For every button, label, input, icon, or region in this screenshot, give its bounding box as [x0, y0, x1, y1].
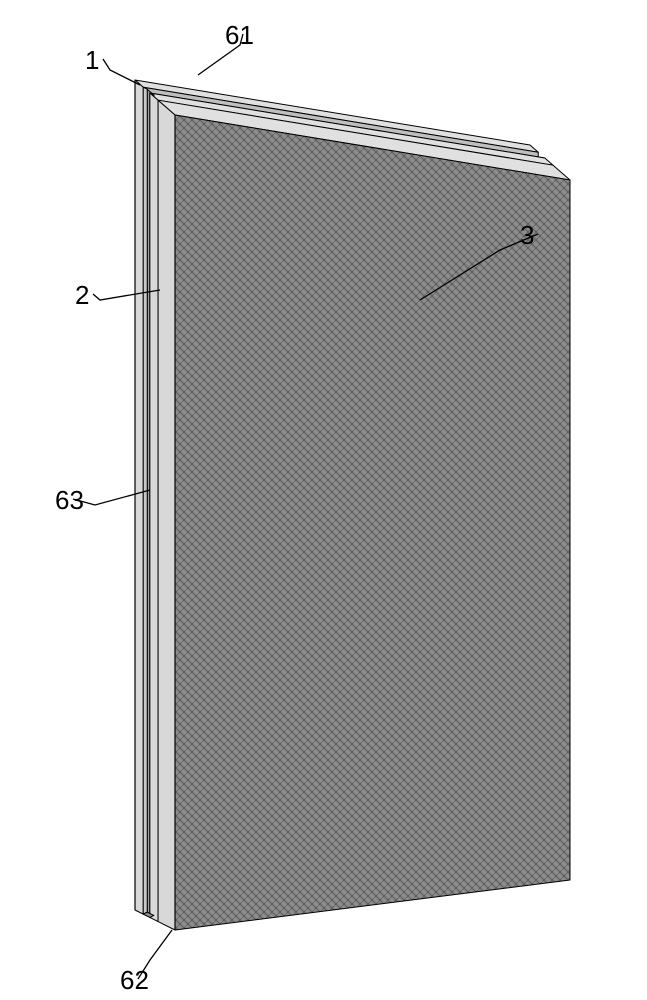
callout-label-2: 2 — [75, 280, 89, 311]
callout-label-3: 3 — [520, 220, 534, 251]
panel-geometry — [135, 80, 570, 930]
panel-diagram — [0, 0, 647, 1000]
callout-label-61: 61 — [225, 20, 254, 51]
callout-label-1: 1 — [85, 45, 99, 76]
callout-label-63: 63 — [55, 485, 84, 516]
callout-label-62: 62 — [120, 965, 149, 996]
